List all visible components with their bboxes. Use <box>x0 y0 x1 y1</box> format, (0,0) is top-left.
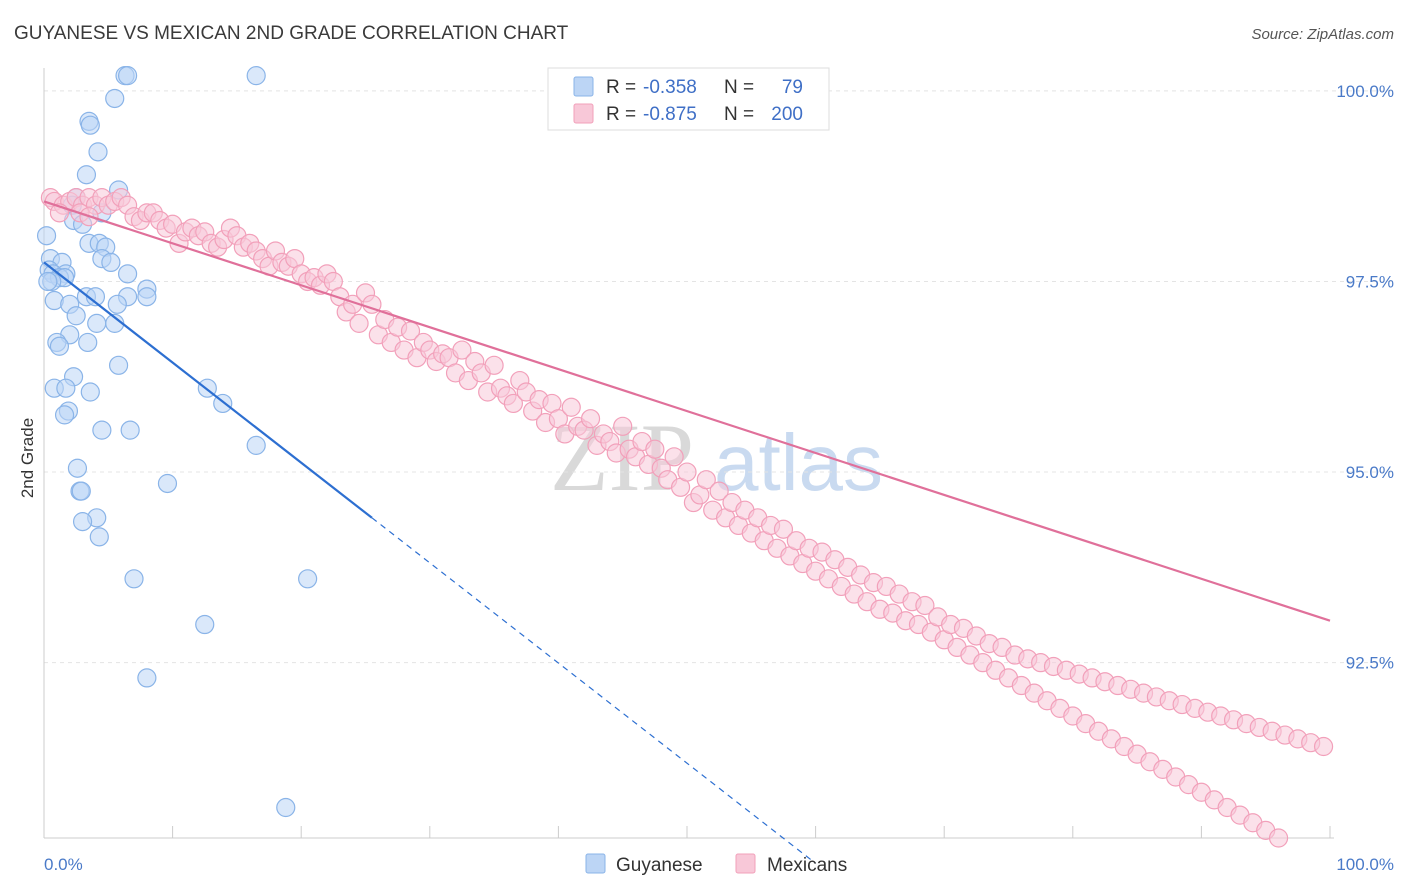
legend-r-value-2: -0.875 <box>643 104 697 125</box>
guyanese-point <box>38 271 58 292</box>
guyanese-point <box>80 382 100 402</box>
guyanese-point <box>157 473 178 494</box>
guyanese-point <box>137 287 157 307</box>
mexicans-point <box>1313 736 1334 757</box>
bottom-legend-swatch-mexicans <box>735 853 756 874</box>
x-tick-label-end: 100.0% <box>1336 855 1394 874</box>
guyanese-point <box>71 481 91 501</box>
x-tick-label-start: 0.0% <box>44 855 83 874</box>
guyanese-point <box>76 165 97 185</box>
series-guyanese <box>36 66 318 818</box>
y-tick-labels: 100.0% 97.5% 95.0% 92.5% <box>1336 82 1394 673</box>
chart-source: Source: ZipAtlas.com <box>1251 26 1394 43</box>
guyanese-point <box>88 142 108 162</box>
mexicans-point <box>773 519 794 539</box>
bottom-legend-label-guyanese: Guyanese <box>616 855 703 876</box>
mexicans-point <box>484 355 504 375</box>
legend-n-label-1: N = <box>724 77 754 98</box>
mexicans-point <box>349 313 369 333</box>
chart-title: GUYANESE VS MEXICAN 2ND GRADE CORRELATIO… <box>14 23 569 44</box>
mexicans-point <box>452 340 472 360</box>
bottom-legend-label-mexicans: Mexicans <box>767 855 847 876</box>
series-mexicans <box>40 188 1334 848</box>
guyanese-point <box>80 115 100 135</box>
mexicans-point <box>580 409 601 429</box>
mexicans-point <box>561 397 581 417</box>
y-tick-label: 100.0% <box>1336 82 1394 101</box>
data-points <box>36 66 1334 848</box>
y-tick-label: 97.5% <box>1346 272 1394 291</box>
guyanese-point <box>36 226 57 246</box>
legend-r-value-1: -0.358 <box>643 77 697 98</box>
legend-swatch-guyanese <box>573 76 594 97</box>
mexicans-point <box>696 470 716 490</box>
y-axis-label: 2nd Grade <box>18 418 37 498</box>
guyanese-point <box>92 420 112 440</box>
grid <box>44 90 1394 664</box>
guyanese-point <box>87 313 107 333</box>
y-tick-label: 95.0% <box>1346 463 1394 482</box>
guyanese-trend-extension <box>371 517 816 864</box>
bottom-legend-swatch-guyanese <box>585 853 606 874</box>
guyanese-point <box>298 569 318 589</box>
trend-lines <box>43 200 1331 864</box>
guyanese-point <box>108 355 129 375</box>
guyanese-point <box>89 527 109 547</box>
y-tick-label: 92.5% <box>1346 654 1394 673</box>
guyanese-point <box>117 66 138 86</box>
legend-n-value-2: 200 <box>771 104 803 125</box>
guyanese-point <box>124 569 144 589</box>
guyanese-point <box>101 252 121 273</box>
guyanese-point <box>120 420 140 440</box>
legend-n-label-2: N = <box>724 104 754 125</box>
guyanese-trend-line <box>43 261 373 519</box>
mexicans-point <box>677 462 697 482</box>
mexicans-point <box>645 439 665 459</box>
guyanese-point <box>54 405 75 425</box>
guyanese-point <box>195 614 215 635</box>
guyanese-point <box>137 668 157 688</box>
guyanese-point <box>56 378 76 398</box>
guyanese-point <box>67 458 88 478</box>
legend-r-label-1: R = <box>606 77 636 98</box>
mexicans-point <box>664 447 684 467</box>
guyanese-point <box>49 336 70 356</box>
mexicans-point <box>1268 828 1289 848</box>
guyanese-point <box>276 797 296 818</box>
guyanese-point <box>105 88 125 109</box>
mexicans-point <box>915 595 935 616</box>
legend-box <box>547 67 830 131</box>
legend: R = -0.358 N = 79 R = -0.875 N = 200 <box>547 67 830 131</box>
guyanese-point <box>246 66 266 86</box>
legend-swatch-mexicans <box>573 103 594 124</box>
bottom-legend: Guyanese Mexicans <box>585 853 847 876</box>
guyanese-point <box>107 294 127 314</box>
mexicans-point <box>709 481 729 501</box>
guyanese-point <box>117 264 138 284</box>
guyanese-point <box>246 435 266 455</box>
mexicans-point <box>503 393 523 414</box>
mexicans-trend-line <box>43 200 1331 622</box>
legend-n-value-1: 79 <box>782 77 803 98</box>
watermark-atlas: atlas <box>714 418 883 507</box>
legend-r-label-2: R = <box>606 104 636 125</box>
guyanese-point <box>78 332 98 353</box>
guyanese-point <box>72 512 93 532</box>
guyanese-point <box>66 306 86 326</box>
mexicans-point <box>613 416 633 436</box>
